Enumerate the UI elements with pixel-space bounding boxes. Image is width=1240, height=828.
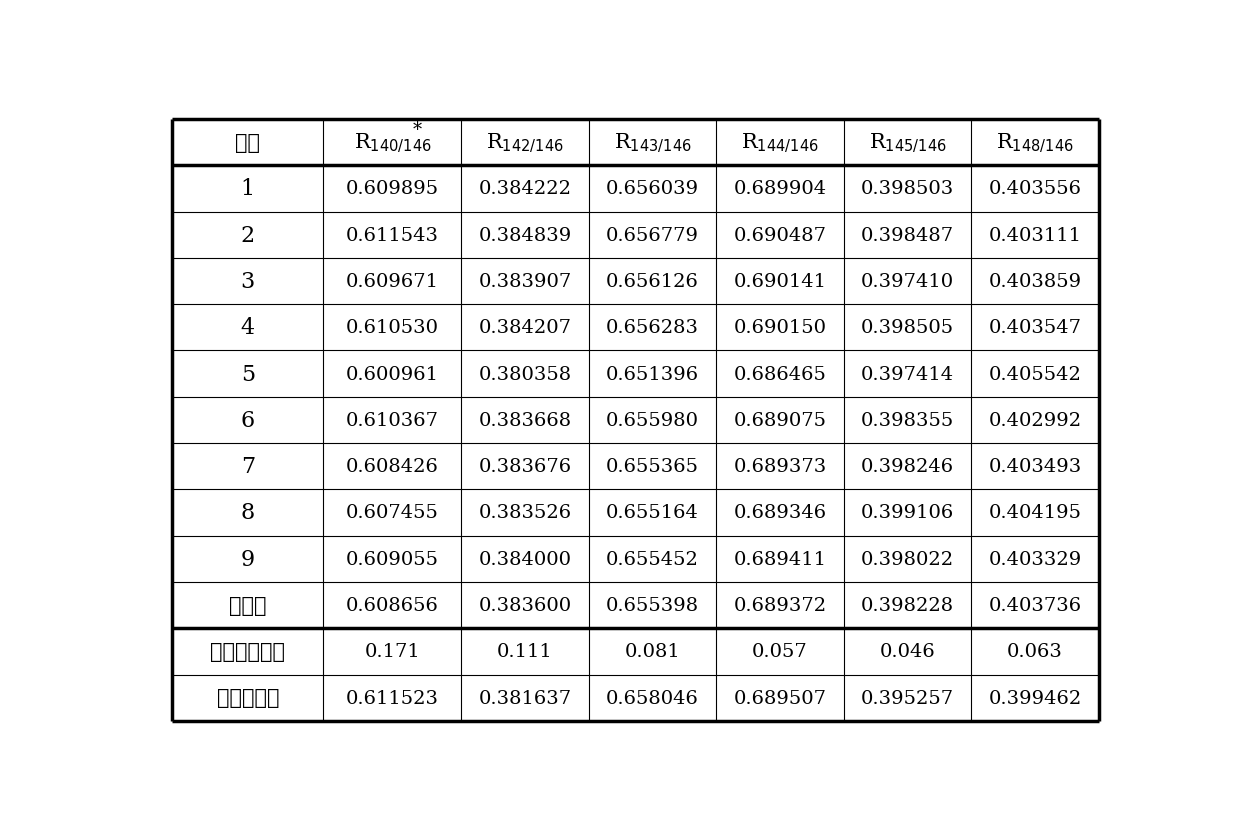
Text: 6: 6 [241, 409, 255, 431]
Text: 0.383676: 0.383676 [479, 458, 572, 475]
Text: 0.655452: 0.655452 [606, 550, 699, 568]
Text: R$_{145/146}$: R$_{145/146}$ [869, 132, 946, 155]
Text: 0.655398: 0.655398 [606, 596, 699, 614]
Text: 0.398246: 0.398246 [861, 458, 954, 475]
Text: 0.384000: 0.384000 [479, 550, 572, 568]
Text: 1: 1 [241, 178, 255, 200]
Text: 0.398228: 0.398228 [861, 596, 954, 614]
Text: 9: 9 [241, 548, 255, 570]
Text: 0.689507: 0.689507 [734, 689, 827, 707]
Text: 0.611543: 0.611543 [346, 226, 439, 244]
Text: 8: 8 [241, 502, 255, 524]
Text: 0.689372: 0.689372 [734, 596, 827, 614]
Text: 0.081: 0.081 [625, 643, 681, 661]
Text: 0.690141: 0.690141 [734, 272, 827, 291]
Text: R$_{140/146}$: R$_{140/146}$ [353, 132, 432, 155]
Text: 0.397410: 0.397410 [861, 272, 954, 291]
Text: 相对标准偏差: 相对标准偏差 [211, 643, 285, 661]
Text: 0.398022: 0.398022 [861, 550, 954, 568]
Text: 0.658046: 0.658046 [606, 689, 699, 707]
Text: 项目: 项目 [236, 133, 260, 152]
Text: 0.610530: 0.610530 [346, 319, 439, 337]
Text: 0.655164: 0.655164 [606, 504, 699, 522]
Text: 0.655365: 0.655365 [606, 458, 699, 475]
Text: 0.609671: 0.609671 [346, 272, 439, 291]
Text: 0.689904: 0.689904 [734, 181, 827, 198]
Text: 0.686465: 0.686465 [734, 365, 827, 383]
Text: 0.405542: 0.405542 [988, 365, 1081, 383]
Text: 0.383907: 0.383907 [479, 272, 572, 291]
Text: 0.383526: 0.383526 [479, 504, 572, 522]
Text: 0.384839: 0.384839 [479, 226, 572, 244]
Text: 0.395257: 0.395257 [861, 689, 954, 707]
Text: 0.656779: 0.656779 [606, 226, 699, 244]
Text: 0.403493: 0.403493 [988, 458, 1081, 475]
Text: 0.397414: 0.397414 [861, 365, 954, 383]
Text: 0.651396: 0.651396 [606, 365, 699, 383]
Text: R$_{144/146}$: R$_{144/146}$ [742, 132, 818, 155]
Text: 0.404195: 0.404195 [988, 504, 1081, 522]
Text: 0.403556: 0.403556 [988, 181, 1081, 198]
Text: 0.402992: 0.402992 [988, 412, 1081, 430]
Text: 0.381637: 0.381637 [479, 689, 572, 707]
Text: 5: 5 [241, 363, 255, 385]
Text: 0.383600: 0.383600 [479, 596, 572, 614]
Text: 2: 2 [241, 224, 255, 247]
Text: 0.609895: 0.609895 [346, 181, 439, 198]
Text: 0.399462: 0.399462 [988, 689, 1081, 707]
Text: 0.398487: 0.398487 [861, 226, 954, 244]
Text: 0.384207: 0.384207 [479, 319, 572, 337]
Text: 0.403111: 0.403111 [988, 226, 1081, 244]
Text: 0.689346: 0.689346 [734, 504, 827, 522]
Text: R$_{142/146}$: R$_{142/146}$ [486, 132, 564, 155]
Text: 0.608426: 0.608426 [346, 458, 439, 475]
Text: 0.384222: 0.384222 [479, 181, 572, 198]
Text: 3: 3 [241, 271, 255, 292]
Text: 0.656039: 0.656039 [606, 181, 699, 198]
Text: R$_{148/146}$: R$_{148/146}$ [996, 132, 1074, 155]
Text: 0.611523: 0.611523 [346, 689, 439, 707]
Text: 0.383668: 0.383668 [479, 412, 572, 430]
Text: 0.399106: 0.399106 [861, 504, 954, 522]
Text: 0.690150: 0.690150 [734, 319, 827, 337]
Text: 0.609055: 0.609055 [346, 550, 439, 568]
Text: 0.403329: 0.403329 [988, 550, 1081, 568]
Text: 0.380358: 0.380358 [479, 365, 572, 383]
Text: 0.689075: 0.689075 [734, 412, 827, 430]
Text: 扣氧修正値: 扣氧修正値 [217, 688, 279, 707]
Text: 0.171: 0.171 [365, 643, 420, 661]
Text: R$_{143/146}$: R$_{143/146}$ [614, 132, 692, 155]
Text: 0.057: 0.057 [753, 643, 808, 661]
Text: 0.656126: 0.656126 [606, 272, 699, 291]
Text: 0.600961: 0.600961 [346, 365, 439, 383]
Text: 0.111: 0.111 [497, 643, 553, 661]
Text: 0.656283: 0.656283 [606, 319, 699, 337]
Text: 0.607455: 0.607455 [346, 504, 439, 522]
Text: 0.610367: 0.610367 [346, 412, 439, 430]
Text: 7: 7 [241, 455, 255, 478]
Text: 平均値: 平均値 [229, 596, 267, 615]
Text: 0.403736: 0.403736 [988, 596, 1081, 614]
Text: 0.655980: 0.655980 [606, 412, 699, 430]
Text: 0.398355: 0.398355 [861, 412, 954, 430]
Text: 0.046: 0.046 [879, 643, 935, 661]
Text: *: * [413, 121, 422, 139]
Text: 0.063: 0.063 [1007, 643, 1063, 661]
Text: 0.403547: 0.403547 [988, 319, 1081, 337]
Text: 4: 4 [241, 317, 255, 339]
Text: 0.608656: 0.608656 [346, 596, 439, 614]
Text: 0.689373: 0.689373 [733, 458, 827, 475]
Text: 0.403859: 0.403859 [988, 272, 1081, 291]
Text: 0.690487: 0.690487 [734, 226, 827, 244]
Text: 0.689411: 0.689411 [734, 550, 827, 568]
Text: 0.398505: 0.398505 [861, 319, 954, 337]
Text: 0.398503: 0.398503 [861, 181, 954, 198]
